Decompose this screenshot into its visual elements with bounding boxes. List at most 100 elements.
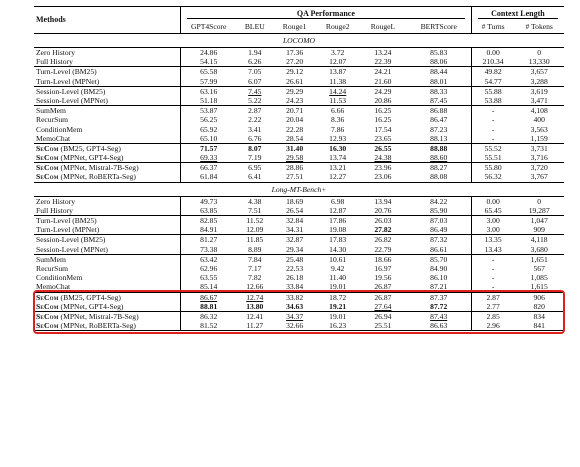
method-label: Session-Level (MPNet) [36,95,108,105]
method-config: (BM25, GPT4-Seg) [58,143,121,153]
column-header: RougeL [359,21,407,34]
method-name: SeCom (MPNet, Mistral-7B-Seg) [34,311,181,322]
method-label: Zero History [36,196,76,206]
table-cell: - [491,124,495,134]
table-cell: 29.34 [286,244,304,254]
table-cell: 24.23 [286,95,304,105]
table-cell: 55.80 [484,163,502,173]
method-label: SeCom [36,172,59,182]
method-name: Turn-Level (BM25) [34,67,181,77]
table-cell: 26.18 [286,273,304,283]
method-config: (MPNet, RoBERTa-Seg) [58,172,136,182]
table-cell: 1,651 [530,254,548,264]
table-cell: 55.88 [484,86,502,96]
method-name: Session-Level (MPNet) [34,244,181,255]
table-cell: 7.84 [248,254,262,264]
table-cell: 22.53 [286,263,304,273]
method-label: SumMem [36,254,66,264]
table-cell: 3.00 [486,216,500,226]
table-cell: 82.85 [200,216,218,226]
method-name: Zero History [34,196,181,206]
table-cell: 56.25 [200,115,218,125]
table-cell: 3,471 [530,95,548,105]
table-cell: 3,619 [530,86,548,96]
group-divider [34,86,564,87]
table-cell: 6.26 [248,57,262,67]
divider-cell [34,66,564,68]
table-cell: 86.67 [200,292,218,302]
table-cell: 65.10 [200,133,218,143]
results-table-container: Methods QA Performance Context Length GP… [34,6,564,332]
table-row: SeCom (BM25, GPT4-Seg) 71.57 8.07 31.40 16.3… [34,143,564,154]
table-cell: 7.05 [248,67,262,77]
table-row: Turn-Level (MPNet) 84.91 12.09 34.31 19.08 27… [34,225,564,235]
table-row: SeCom (MPNet, Mistral-7B-Seg) 86.32 12.41 3… [34,311,564,322]
table-cell: 24.29 [374,86,392,96]
table-cell: 22.79 [374,244,392,254]
table-cell: 51.18 [200,95,218,105]
table-cell: 909 [533,225,545,235]
column-header: BLEU [236,21,274,34]
group-divider [34,105,564,107]
table-cell: 81.27 [200,235,218,245]
table-cell: 65.45 [484,205,502,215]
column-header: Rouge2 [316,21,360,34]
table-row: Session-Level (BM25) 81.27 11.85 32.87 17.83… [34,235,564,245]
method-label: RecurSum [36,263,69,273]
table-cell: 19,287 [528,205,550,215]
group-divider [34,234,564,236]
table-row: Turn-Level (BM25) 65.58 7.05 29.12 13.87 24.2… [34,67,564,77]
method-label: ConditionMem [36,273,83,283]
table-cell: 7.86 [331,124,345,134]
section-title: Long-MT-Bench+ [34,181,564,197]
table-cell: 1.94 [248,48,262,58]
table-row: ConditionMem 65.92 3.41 22.28 7.86 17.54 87.23… [34,124,564,134]
table-cell: 84.22 [406,196,472,206]
table-cell: - [491,254,495,264]
table-cell: 16.25 [374,115,392,125]
table-cell: 87.21 [406,282,472,292]
method-config: (MPNet, GPT4-Seg) [58,153,124,163]
table-cell: 32.84 [286,216,304,226]
table-row: RecurSum 56.25 2.22 20.04 8.36 16.25 86.47 - 400 [34,115,564,125]
table-cell: 34.37 [286,311,304,321]
method-label: SeCom [36,321,59,331]
table-cell: 20.04 [286,115,304,125]
header-row-groups: Methods QA Performance Context Length [34,6,564,34]
column-header: GPT4Score [180,21,237,34]
table-cell: 86.88 [406,106,472,116]
table-cell: 4,108 [530,106,548,116]
table-cell: 1,085 [530,273,548,283]
method-label: Turn-Level (BM25) [36,216,97,226]
table-cell: 28.86 [286,163,304,173]
table-cell: 13.94 [374,196,392,206]
table-cell: 17.36 [286,48,304,58]
method-label: SeCom [36,163,59,173]
method-config: (MPNet, Mistral-7B-Seg) [58,163,139,173]
table-cell: 73.38 [200,244,218,254]
table-cell: 11.40 [329,273,347,283]
table-cell: 2.87 [486,292,500,302]
table-cell: 17.54 [374,124,392,134]
table-cell: 87.03 [406,216,472,226]
table-cell: 13.35 [484,235,502,245]
table-cell: 13.24 [374,48,392,58]
table-cell: 820 [533,301,545,311]
table-cell: 23.96 [374,163,392,173]
method-name: SeCom (BM25, GPT4-Seg) [34,292,181,302]
table-cell: 88.81 [200,301,218,311]
table-cell: - [491,133,495,143]
method-label: SumMem [36,106,66,116]
table-cell: 3,680 [530,244,548,254]
method-config: (MPNet, GPT4-Seg) [58,301,124,311]
table-cell: 8.07 [248,143,262,153]
group-divider [34,162,564,164]
table-cell: 8.36 [331,115,345,125]
table-cell: 0 [537,196,542,206]
table-cell: 7.82 [248,273,262,283]
table-row: Full History 63.85 7.51 26.54 12.87 20.76 85.9… [34,205,564,216]
table-row: MemoChat 65.10 6.76 28.54 12.93 23.65 88.13 - 1,… [34,133,564,144]
method-label: Session-Level (BM25) [36,86,106,96]
table-cell: 53.88 [484,95,502,105]
table-cell: 12.41 [246,311,264,321]
